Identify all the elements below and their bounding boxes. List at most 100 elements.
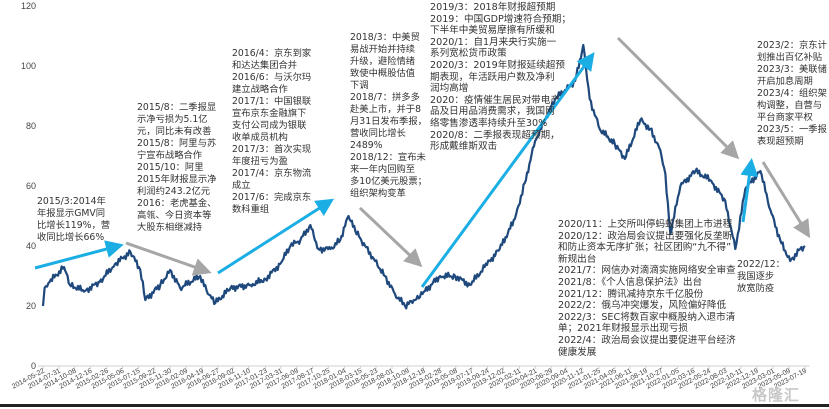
annotation-2022-12: 2022/12： 我国逐步 放宽防疫 (737, 259, 785, 295)
annotation-line: 营收同比增长 (350, 128, 406, 139)
annotation-line: 2022/2：俄乌冲突爆发，风险偏好降低 (558, 300, 727, 312)
annotation-2015-8: 2015/8：二季报显 示净亏损为5.1亿 元，同比未有改善 2015/8：阿里与苏宁… (137, 102, 216, 234)
annotation-line: 宁宣布战略合作 (137, 150, 203, 161)
trend-arrow-up (420, 52, 595, 288)
y-tick-label: 0 (31, 361, 36, 371)
annotation-2020-11: 2020/11：上交所叫停蚂蚁集团上市进程 2020/12：政治局会议提出要强化反… (558, 219, 736, 358)
annotation-line: 2489% (350, 140, 383, 151)
annotation-line: 利润约243.2亿元 (137, 186, 211, 197)
annotation-line: 2017/3：首次实现 (232, 144, 312, 155)
annotation-line: 2020/8：二季报表现超预期， (430, 129, 560, 141)
y-tick-label: 120 (21, 1, 36, 11)
annotation-2016-4: 2016/4：京东到家 和达达集团合并 2016/6：与沃尔玛 建立战略合作 2017/… (232, 48, 311, 216)
annotation-line: 收同比增长66% (37, 232, 105, 243)
annotation-line: 期表现，年活跃用户数及净利 (430, 71, 555, 83)
trend-arrow-down (761, 161, 811, 239)
trend-arrow-up (740, 158, 759, 223)
annotation-line: 易战开始并持续 (350, 44, 416, 55)
y-tick-label: 20 (26, 301, 36, 311)
annotation-line: 2018/12：宣布未 (350, 152, 426, 163)
annotation-line: 2023/5：一季报 (757, 124, 827, 135)
annotation-line: 宣布京东金融旗下 (232, 108, 307, 119)
annotation-line: 2020：疫情催生居民对带电产 (430, 94, 560, 106)
annotation-line: 2022/3：SEC将数百家中概股纳入退市清 (558, 311, 736, 323)
annotation-line: 2015/3:2014年 (37, 196, 106, 207)
trend-arrow-up (34, 240, 124, 270)
annotation-line: 新规出台 (558, 253, 597, 265)
annotation-line: 成立 (232, 180, 251, 191)
y-tick-label: 60 (26, 181, 36, 191)
bottom-rule (0, 404, 829, 407)
annotation-line: 2022/12： (737, 259, 785, 270)
y-axis: 0 20 40 60 80 100 120 (21, 1, 36, 371)
annotation-line: 数科重组 (232, 204, 270, 215)
annotation-line: 品及日用品消费需求，我国网 (430, 106, 555, 118)
annotation-line: 2021/7：网信办对滴滴实施网络安全审查 (558, 265, 736, 277)
annotation-line: 示净亏损为5.1亿 (137, 114, 208, 125)
annotation-line: 多10亿美元股票； (350, 176, 427, 187)
annotation-line: 构调整，自营与 (757, 100, 823, 111)
annotation-line: 建立战略合作 (232, 84, 288, 95)
annotation-line: 元，同比未有改善 (137, 126, 212, 137)
annotation-line: 开启加息周期 (757, 76, 813, 87)
annotation-line: 2015/10：阿里 (137, 162, 204, 173)
annotation-line: 2022/4：政治局会议提出要促进平台经济 (558, 334, 736, 346)
annotation-line: 健康发展 (558, 346, 597, 358)
annotation-line: 平台商家平权 (757, 112, 813, 123)
y-tick-label: 100 (21, 61, 36, 71)
annotation-line: 2023/3：美联储 (757, 64, 827, 75)
annotation-line: 下半年中美贸易摩擦有所缓和 (430, 25, 555, 37)
trend-arrow-up (217, 198, 335, 275)
annotation-line: 络零售渗透率持续升至30% (430, 117, 548, 129)
annotation-line: 年报显示GMV同 (37, 208, 106, 219)
annotation-line: 2020/12：政治局会议提出要强化反垄断 (558, 230, 733, 242)
annotation-line: 升级，避险情绪 (350, 56, 416, 67)
annotation-line: 下调 (350, 80, 369, 91)
annotation-line: 致使中概股估值 (350, 68, 416, 79)
annotation-line: 2020/3：2019年财报延续超预 (430, 59, 565, 71)
y-tick-label: 40 (26, 241, 36, 251)
annotation-line: 来一年内回购至 (350, 164, 416, 175)
annotation-line: 2020/1：自1月来央行实施一 (430, 36, 557, 48)
trend-arrow-down (125, 241, 212, 276)
annotation-line: 2016：老虎基金、 (137, 198, 217, 209)
annotation-line: 放宽防疫 (737, 283, 775, 294)
annotation-line: 2020/11：上交所叫停蚂蚁集团上市进程 (558, 219, 733, 230)
annotation-line: 2017/1：中国银联 (232, 96, 312, 107)
watermark-logo: 格隆汇 (752, 386, 801, 404)
annotation-line: 支付公司成为银联 (232, 120, 307, 131)
annotation-line: 润均高增 (430, 83, 469, 95)
annotation-line: 单；2021年财报显示出现亏损 (558, 323, 688, 335)
annotation-line: 2017/4：京东物流 (232, 168, 312, 179)
annotation-line: 年度扭亏为盈 (232, 156, 288, 167)
annotation-line: 2023/2：京东计 (757, 40, 827, 51)
annotation-line: 2015/8：阿里与苏 (137, 138, 217, 149)
x-axis: 2014-05-222014-07-312014-10-082014-12-16… (11, 365, 810, 391)
annotation-line: 形成戴维斯双击 (430, 141, 498, 153)
price-line (41, 43, 806, 310)
annotation-line: 高瓴、今日资本等 (137, 210, 212, 221)
annotation-line: 组织架构变革 (350, 188, 406, 199)
annotation-line: 2018/7：拼多多 (350, 92, 420, 103)
trend-arrows (34, 36, 811, 288)
annotation-line: 比增长119%，营 (37, 220, 111, 231)
annotation-2023-2: 2023/2：京东计 划推出百亿补贴 2023/3：美联储 开启加息周期 2023/4：… (757, 40, 827, 148)
annotation-line: 2018/3：中美贸 (350, 32, 420, 43)
annotation-line: 我国逐步 (737, 271, 775, 282)
annotation-line: 2015年财报显示净 (137, 174, 217, 185)
annotation-line: 月31日发布季报， (350, 116, 427, 127)
trend-arrow-down (616, 36, 740, 160)
annotation-2015-3: 2015/3:2014年 年报显示GMV同 比增长119%，营 收同比增长66% (37, 196, 110, 244)
annotation-line: 2019：中国GDP增速符合预期； (430, 13, 571, 25)
annotation-line: 和达达集团合并 (232, 60, 298, 71)
annotation-line: 划推出百亿补贴 (757, 52, 823, 63)
annotation-line: 2021/8：《个人信息保护法》出台 (558, 276, 703, 288)
annotation-line: 2016/6：与沃尔玛 (232, 72, 312, 83)
annotation-line: 2021/12：腾讯减持京东千亿股份 (558, 288, 704, 300)
annotation-line: 系列宽松货币政策 (430, 48, 507, 60)
annotation-2019-3: 2019/3：2018年财报超预期 2019：中国GDP增速符合预期； 下半年中美贸… (430, 2, 571, 153)
annotation-line: 收单成员机构 (232, 132, 288, 143)
annotation-line: 大股东相继减持 (137, 222, 203, 233)
